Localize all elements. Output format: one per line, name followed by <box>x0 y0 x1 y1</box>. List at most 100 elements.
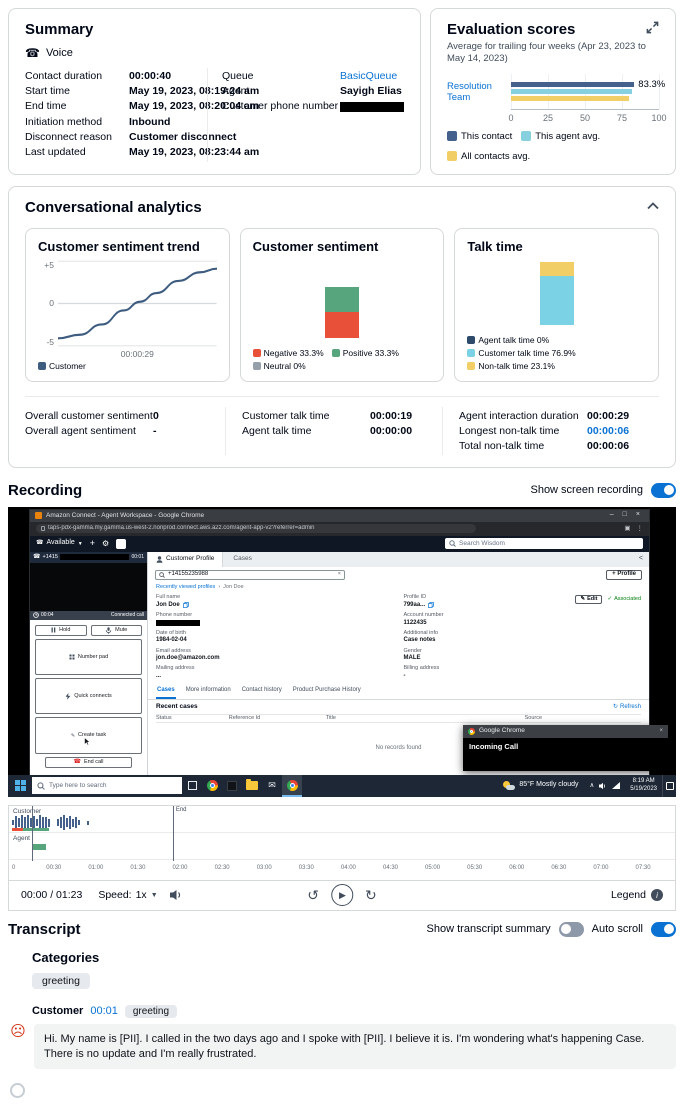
summary-left-column: Contact duration 00:00:40 Start time May 1… <box>25 68 260 162</box>
autoscroll-toggle[interactable] <box>651 921 676 937</box>
queue-link[interactable]: BasicQueue <box>340 69 398 82</box>
start-button <box>8 775 32 797</box>
summary-field: Last updated May 19, 2023, 08:23:44 am <box>25 146 260 159</box>
longest-non-talk-link[interactable]: 00:00:06 <box>587 424 630 437</box>
evaluation-category-link[interactable]: Resolution Team <box>447 80 492 103</box>
person-icon <box>156 555 163 563</box>
taskbar-clock: 8:19 AM 5/19/2023 <box>630 777 657 792</box>
play-button[interactable]: ▶ <box>331 884 353 907</box>
profile-search-input: +14155235988 × <box>155 569 345 580</box>
transcript-summary-toggle[interactable] <box>558 921 584 937</box>
forward-5-button[interactable]: ↻ <box>365 887 377 904</box>
profile-id-field: Profile ID 799aa... <box>404 594 642 609</box>
file-explorer-icon <box>242 775 262 797</box>
chrome-icon <box>468 727 475 735</box>
playhead[interactable] <box>31 805 33 861</box>
analytics-stats: Overall customer sentiment 0 Overall agen… <box>25 395 659 455</box>
summary-field: Disconnect reason Customer disconnect <box>25 130 237 143</box>
message-timestamp-link[interactable]: 00:01 <box>90 1005 118 1018</box>
autoscroll-toggle-label: Auto scroll <box>591 923 643 936</box>
detail-tab-contact-history: Contact history <box>241 687 282 694</box>
evaluation-subtitle: Average for trailing four weeks (Apr 23,… <box>447 41 646 65</box>
info-icon[interactable]: i <box>651 889 663 902</box>
ccp-dock-icon <box>116 538 127 549</box>
agent-track: Agent <box>9 833 675 860</box>
profile-phone-redaction <box>156 619 200 626</box>
dob-field: Date of birth 1984-02-04 <box>156 629 187 644</box>
agent-status-dropdown: ☎ Available ▼ <box>36 539 83 547</box>
cases-table-header: Status Reference Id Title Source <box>156 714 641 724</box>
screen-recording-viewport[interactable]: Amazon Connect - Agent Workspace - Googl… <box>8 506 676 797</box>
wisdom-search-input: Search Wisdom <box>445 538 643 550</box>
playback-position: 00:00 / 01:23 <box>21 889 83 902</box>
email-field: Email address jon.doe@amazon.com <box>156 647 220 662</box>
page-url: taps-pdx-gamma.my.gamma.us-west-2.nonpro… <box>48 525 315 532</box>
summary-field: Agent Sayigh Elias <box>222 84 402 97</box>
top-row: Summary ☎ Voice Contact duration 00:00:40… <box>8 8 676 175</box>
account-field: Account number 1122435 <box>403 612 444 626</box>
customer-sentiment-title: Customer sentiment <box>252 238 379 254</box>
recording-title: Recording <box>8 481 83 499</box>
hold-button: Hold <box>35 624 87 636</box>
sentiment-legend: Negative 33.3% Positive 33.3% Neutral 0% <box>252 348 432 371</box>
chrome-urlbar: taps-pdx-gamma.my.gamma.us-west-2.nonpro… <box>30 521 649 536</box>
address-field: taps-pdx-gamma.my.gamma.us-west-2.nonpro… <box>36 524 476 534</box>
rewind-5-button[interactable]: ↺ <box>307 887 319 904</box>
collapse-chevron-icon[interactable] <box>647 201 659 213</box>
trend-line <box>58 267 217 340</box>
end-marker: End <box>172 805 187 861</box>
expand-icon[interactable] <box>646 21 659 37</box>
lock-icon <box>41 526 45 532</box>
detail-tab-more-information: More information <box>185 687 231 694</box>
pause-icon <box>51 627 56 633</box>
speed-control[interactable]: Speed: 1x ▼ <box>98 889 158 902</box>
channel-label: Voice <box>45 47 73 59</box>
cast-icon: ▣ <box>624 524 631 532</box>
chevron-down-icon: ▼ <box>150 891 158 899</box>
workspace-topbar: ☎ Available ▼ + ⚙ Search Wisdom <box>30 535 649 552</box>
chrome-window-title: Amazon Connect - Agent Workspace - Googl… <box>46 511 205 519</box>
summary-title: Summary <box>25 21 94 38</box>
close-icon: × <box>635 511 640 519</box>
clear-search-icon: × <box>337 571 341 578</box>
customer-waveform <box>12 814 89 831</box>
trend-x-label: 00:00:29 <box>120 348 154 359</box>
mouse-cursor-icon <box>84 737 91 746</box>
number-pad-button: Number pad <box>35 638 142 676</box>
screen-recording-toggle[interactable] <box>651 482 676 498</box>
maximize-icon: □ <box>622 511 627 519</box>
timer-icon <box>33 612 39 618</box>
evaluation-title: Evaluation scores <box>447 21 576 38</box>
chevron-down-icon: ▼ <box>77 540 83 547</box>
audio-player-bar: 00:00 / 01:23 Speed: 1x ▼ ↺ ▶ ↻ Legend i <box>8 880 676 911</box>
associated-badge: ✓ Associated <box>607 596 641 603</box>
customer-strips <box>12 827 675 831</box>
agent-strips <box>12 843 675 850</box>
recording-timeline[interactable]: Customer Agent 0 00:30 01:00 01:30 02:00 02:3… <box>8 804 676 881</box>
analytics-title: Conversational analytics <box>25 198 202 216</box>
copy-icon <box>428 602 434 609</box>
evaluation-scores-card: Evaluation scores Average for trailing f… <box>430 8 676 175</box>
edit-profile-button: ✎ Edit <box>575 595 603 605</box>
summary-card: Summary ☎ Voice Contact duration 00:00:40… <box>8 8 421 175</box>
additional-info-field: Additional info Case notes <box>403 629 439 644</box>
categories-label: Categories <box>32 949 100 965</box>
phone-icon: ☎ <box>33 553 41 560</box>
volume-button[interactable] <box>169 889 183 901</box>
recording-header: Recording Show screen recording <box>8 482 676 499</box>
transcript-section: Transcript Show transcript summary Auto … <box>8 921 676 1099</box>
sentiment-trend-card: Customer sentiment trend +5 0 -5 <box>25 227 230 382</box>
eval-legend: This contact This agent avg. All contacts … <box>447 131 659 162</box>
taskbar-weather: 85°F Mostly cloudy <box>497 781 584 791</box>
trend-legend: Customer <box>38 361 217 371</box>
terminal-icon <box>222 775 242 797</box>
system-tray: ∧ <box>585 782 626 790</box>
chrome-active-icon <box>282 774 302 797</box>
close-icon: × <box>659 727 663 734</box>
phone-number-redaction <box>340 102 404 113</box>
summary-field: Customer phone number <box>222 100 404 114</box>
conversational-analytics-card: Conversational analytics Customer sentim… <box>8 185 676 468</box>
stats-col-talktime: Customer talk time 00:00:19 Agent talk ti… <box>225 406 442 455</box>
add-profile-button: + Profile <box>606 569 642 580</box>
